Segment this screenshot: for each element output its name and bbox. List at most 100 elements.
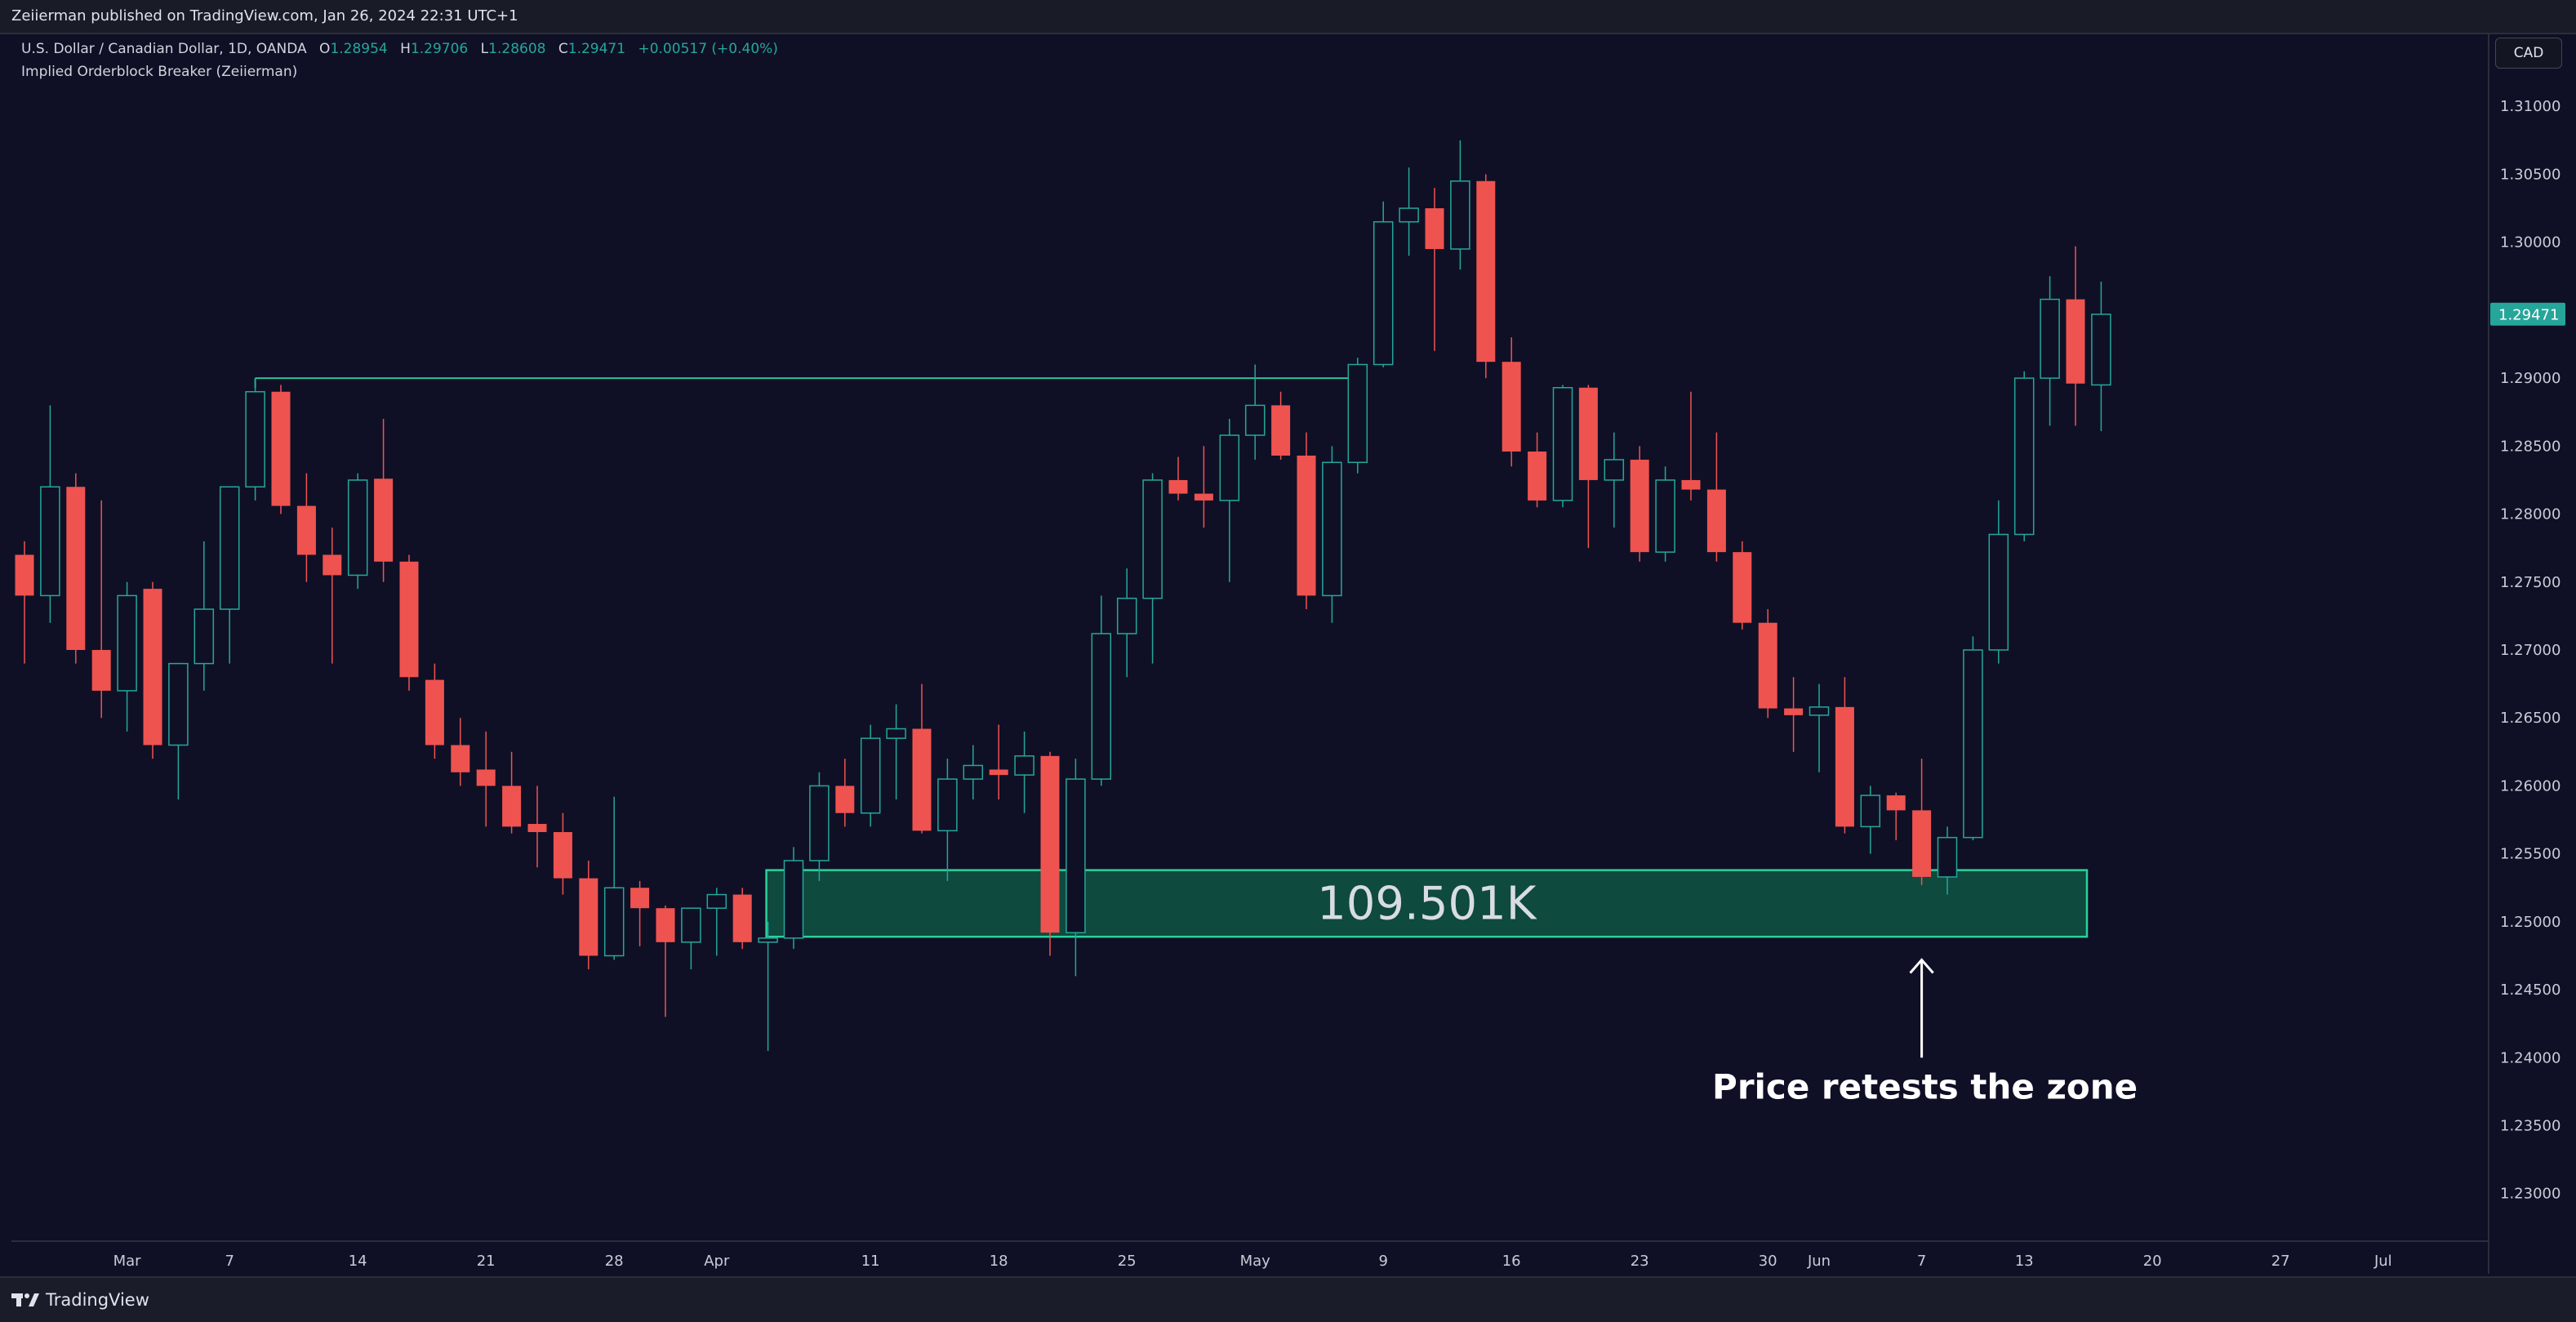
candle-body [271, 391, 291, 506]
candle [912, 683, 932, 834]
candle [1937, 826, 1958, 895]
candle-body [1425, 208, 1444, 249]
candle-body [2091, 314, 2111, 386]
candle [143, 581, 162, 759]
tradingview-brand[interactable]: TradingView [11, 1289, 149, 1311]
candle [1219, 419, 1240, 582]
candle-body [553, 832, 572, 879]
candle-body [1066, 778, 1086, 933]
annotation-text: Price retests the zone [1712, 1066, 2138, 1106]
candle-body [2013, 377, 2035, 536]
y-tick-label: 1.24000 [2500, 1049, 2560, 1066]
low-value: 1.28608 [488, 41, 546, 57]
candle-body [296, 505, 316, 555]
candle-body [2066, 299, 2085, 384]
candle-body [1502, 362, 1521, 452]
candle [425, 663, 444, 759]
y-tick-label: 1.25500 [2500, 846, 2560, 863]
candle [603, 796, 625, 960]
candle [1322, 446, 1342, 623]
candle [1630, 446, 1649, 562]
candle-body [1142, 479, 1163, 599]
candle-body [963, 764, 984, 780]
y-tick-label: 1.26000 [2500, 777, 2560, 795]
candle-body [476, 769, 496, 786]
footer-bar: TradingView [0, 1276, 2576, 1322]
candle [1373, 201, 1394, 367]
candle [1014, 731, 1034, 813]
candle-body [1528, 451, 1547, 501]
candle [553, 812, 572, 895]
candle [2066, 246, 2085, 426]
candle-body [603, 887, 625, 957]
candle-body [1014, 755, 1034, 776]
candle-body [706, 893, 727, 909]
x-tick-label: 27 [2271, 1253, 2290, 1270]
candle-body [1706, 489, 1726, 553]
candle [1912, 759, 1932, 885]
candle-body [835, 786, 855, 813]
candle [1655, 466, 1675, 562]
candle [783, 847, 804, 950]
candle-body [783, 860, 804, 939]
candle-body [937, 778, 958, 832]
candle [656, 905, 675, 1017]
candle-body [1655, 479, 1675, 553]
candle [91, 500, 111, 719]
candle-body [1912, 810, 1932, 877]
candle [1528, 432, 1547, 508]
candle-body [1937, 836, 1958, 878]
x-tick-label: 7 [1917, 1253, 1926, 1270]
candle [1835, 677, 1854, 834]
candle-body [1399, 207, 1419, 223]
candle [1706, 432, 1726, 562]
candle-body [1373, 220, 1394, 366]
candle-body [1578, 387, 1598, 480]
candle [2013, 371, 2035, 541]
candle [117, 581, 137, 732]
candle [271, 385, 291, 514]
candle-body [91, 649, 111, 691]
candle-body [1886, 795, 1906, 811]
plot-area [11, 34, 2489, 1241]
last-price-label: 1.29471 [2498, 307, 2559, 324]
y-tick-label: 1.30500 [2500, 166, 2560, 183]
candle [1066, 759, 1086, 977]
candle [40, 405, 60, 623]
candle [1347, 358, 1368, 474]
candle-body [1835, 706, 1854, 827]
order-block-label: 109.501K [1317, 877, 1537, 930]
candle [296, 473, 316, 582]
x-tick-label: 16 [1502, 1253, 1521, 1270]
candle-body [630, 888, 650, 909]
candle [937, 759, 958, 881]
candle [1476, 174, 1496, 379]
x-tick-label: 13 [2015, 1253, 2034, 1270]
open-value: 1.28954 [330, 41, 388, 57]
indicator-legend[interactable]: Implied Orderblock Breaker (Zeiierman) [21, 64, 298, 80]
symbol-name[interactable]: U.S. Dollar / Canadian Dollar, 1D, OANDA [21, 41, 307, 57]
candle [399, 554, 419, 691]
candle-body [527, 824, 547, 833]
y-tick-label: 1.31000 [2500, 98, 2560, 115]
y-tick-label: 1.26500 [2500, 710, 2560, 727]
candle-body [579, 878, 598, 956]
candle [1244, 364, 1266, 460]
candle [630, 880, 650, 946]
candle-body [1758, 622, 1777, 709]
candle-body [1168, 479, 1188, 494]
currency-button[interactable]: CAD [2495, 38, 2562, 69]
candle [15, 541, 34, 664]
candle [1604, 432, 1625, 528]
candle [194, 541, 215, 691]
candle [1425, 188, 1444, 351]
publish-header: Zeiierman published on TradingView.com, … [0, 0, 2576, 34]
candle-body [15, 554, 34, 596]
candle-body [425, 679, 444, 746]
x-tick-label: 30 [1759, 1253, 1777, 1270]
candles [15, 140, 2111, 1051]
y-tick-label: 1.23500 [2500, 1118, 2560, 1135]
y-tick-label: 1.23000 [2500, 1186, 2560, 1203]
candle [219, 486, 240, 664]
